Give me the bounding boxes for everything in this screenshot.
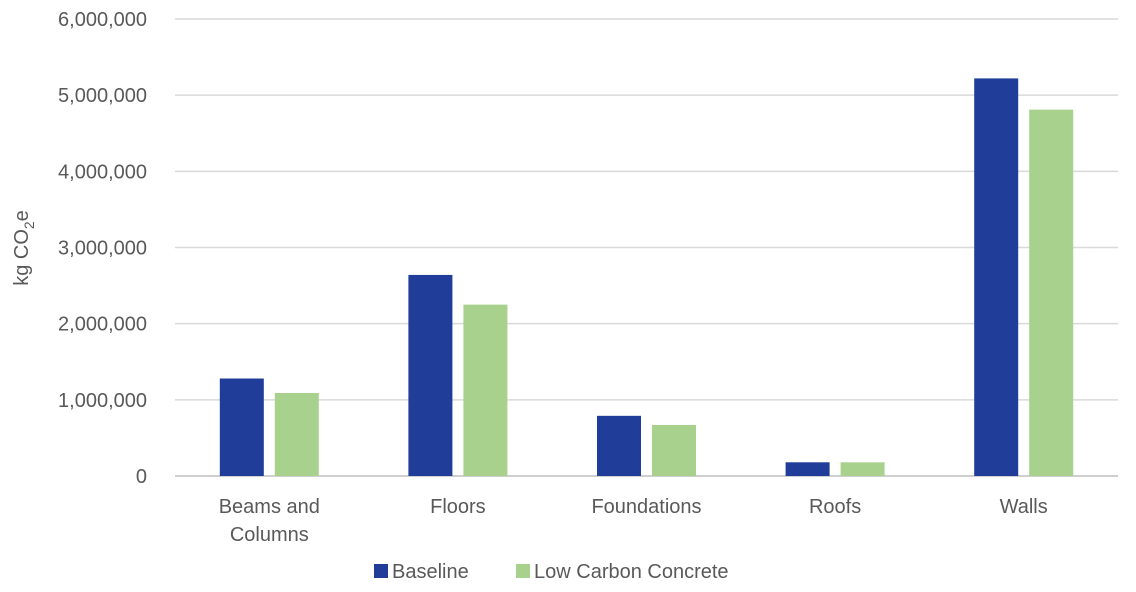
x-axis-labels: Beams and Columns Floors Foundations Roofs Wa… [219, 496, 1048, 546]
bar-baseline [597, 415, 641, 476]
y-tick-label: 5,000,000 [58, 85, 147, 107]
y-tick-label: 4,000,000 [58, 161, 147, 183]
bar-baseline [219, 378, 264, 476]
x-category-label-line: Walls [1000, 496, 1048, 518]
legend-item: Baseline [374, 561, 469, 583]
bar-baseline [974, 78, 1019, 476]
legend: Baseline Low Carbon Concrete [374, 561, 729, 583]
x-category-label-line: Beams and [219, 496, 320, 518]
x-category-label-line: Roofs [809, 496, 861, 518]
y-tick-label: 1,000,000 [58, 390, 147, 412]
x-category-label-line: Foundations [591, 496, 701, 518]
bar-low-carbon-concrete [463, 304, 508, 476]
y-tick-label: 3,000,000 [58, 238, 147, 260]
x-category-label: Walls [1000, 496, 1048, 518]
y-axis-label-tail: e [11, 210, 33, 221]
y-axis-ticks: 0 1,000,000 2,000,000 3,000,000 4,000,000 5,0… [58, 9, 147, 488]
bar-low-carbon-concrete [652, 424, 696, 476]
y-tick-label: 6,000,000 [58, 9, 147, 31]
bars [219, 78, 1074, 476]
bar-baseline [408, 274, 453, 476]
y-axis-label-subscript: 2 [21, 221, 37, 229]
y-tick-label: 2,000,000 [58, 314, 147, 336]
bar-low-carbon-concrete [274, 392, 319, 476]
bar-baseline [785, 462, 830, 476]
y-axis-label: kg CO2e [11, 210, 37, 286]
x-category-label: Floors [430, 496, 486, 518]
legend-label: Baseline [392, 561, 469, 583]
bar-low-carbon-concrete [1029, 109, 1074, 476]
legend-label: Low Carbon Concrete [534, 561, 729, 583]
bar-low-carbon-concrete [840, 462, 885, 476]
x-category-label: Beams and Columns [219, 496, 320, 546]
x-category-label: Foundations [591, 496, 701, 518]
y-tick-label: 0 [136, 466, 147, 488]
y-axis-label-main: kg CO [11, 229, 33, 286]
legend-swatch [374, 564, 388, 578]
legend-item: Low Carbon Concrete [516, 561, 729, 583]
x-category-label: Roofs [809, 496, 861, 518]
x-category-label-line: Columns [230, 524, 309, 546]
gridlines [175, 18, 1118, 477]
legend-swatch [516, 564, 530, 578]
x-category-label-line: Floors [430, 496, 486, 518]
